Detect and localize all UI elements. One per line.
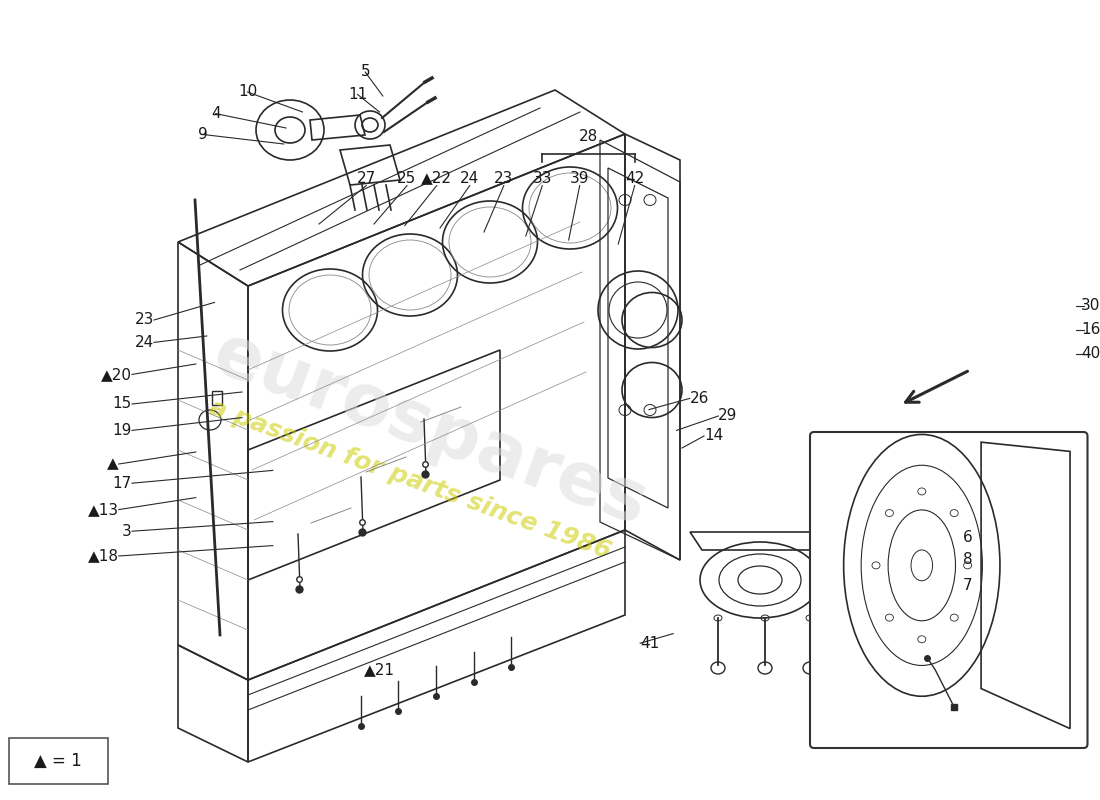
Text: 14: 14 xyxy=(704,429,724,443)
FancyBboxPatch shape xyxy=(9,738,108,784)
FancyBboxPatch shape xyxy=(810,432,1088,748)
Text: 6: 6 xyxy=(962,530,972,545)
Text: 28: 28 xyxy=(579,129,598,144)
Text: 11: 11 xyxy=(348,87,367,102)
Text: 23: 23 xyxy=(134,313,154,327)
Text: 3: 3 xyxy=(122,524,132,538)
Text: 30: 30 xyxy=(1081,298,1100,313)
Text: ▲13: ▲13 xyxy=(88,502,119,517)
Bar xyxy=(212,391,222,405)
Text: ▲ = 1: ▲ = 1 xyxy=(34,752,82,770)
Text: 39: 39 xyxy=(570,170,590,186)
Text: 10: 10 xyxy=(238,85,257,99)
Text: ▲21: ▲21 xyxy=(364,662,395,678)
Text: 42: 42 xyxy=(625,170,645,186)
Text: 29: 29 xyxy=(718,409,738,423)
Text: 27: 27 xyxy=(356,170,376,186)
Text: 4: 4 xyxy=(211,106,220,121)
Text: ▲: ▲ xyxy=(107,457,119,471)
Text: 23: 23 xyxy=(494,170,514,186)
Text: a passion for parts since 1986: a passion for parts since 1986 xyxy=(206,396,614,564)
Text: 15: 15 xyxy=(112,397,132,411)
Text: 25: 25 xyxy=(397,170,417,186)
Text: 7: 7 xyxy=(962,578,972,593)
Text: 33: 33 xyxy=(532,170,552,186)
Text: 40: 40 xyxy=(1081,346,1100,361)
Text: 19: 19 xyxy=(112,423,132,438)
Text: 24: 24 xyxy=(135,335,154,350)
Text: 8: 8 xyxy=(962,553,972,567)
Text: 41: 41 xyxy=(640,636,659,650)
Text: 16: 16 xyxy=(1081,322,1100,337)
Text: 24: 24 xyxy=(460,170,480,186)
Text: ▲18: ▲18 xyxy=(88,549,119,563)
Text: eurospares: eurospares xyxy=(204,319,657,541)
Text: 17: 17 xyxy=(112,476,132,490)
Text: ▲20: ▲20 xyxy=(101,367,132,382)
Text: ▲22: ▲22 xyxy=(421,170,452,186)
Text: 9: 9 xyxy=(198,127,207,142)
Text: 26: 26 xyxy=(690,391,710,406)
Text: 5: 5 xyxy=(361,65,370,79)
